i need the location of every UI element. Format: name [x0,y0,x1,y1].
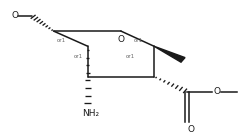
Text: or1: or1 [134,38,143,43]
Text: O: O [213,87,220,96]
Text: O: O [11,11,18,20]
Text: NH₂: NH₂ [82,109,100,118]
Text: O: O [187,125,194,134]
Text: O: O [117,35,124,44]
Text: or1: or1 [126,54,135,59]
Polygon shape [154,46,185,62]
Text: or1: or1 [74,54,83,59]
Text: or1: or1 [57,38,66,43]
